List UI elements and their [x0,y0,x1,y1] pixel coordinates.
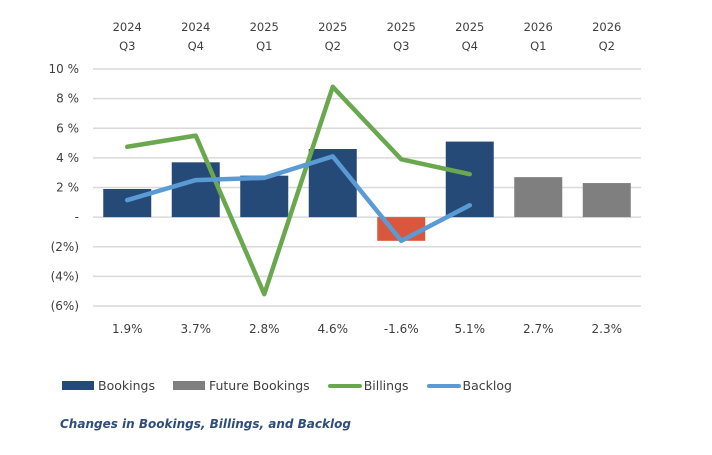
legend-label: Future Bookings [208,378,310,393]
y-tick-label: (6%) [51,299,79,313]
legend-swatch-bookings [62,381,94,390]
x-category-year: 2025 [387,20,416,34]
data-labels: 1.9% 3.7% 2.8% 4.6% -1.6% 5.1% 2.7% 2.3% [112,322,622,336]
x-category-year: 2026 [592,20,621,34]
series-lines [125,84,472,297]
x-category-quarter: Q1 [530,39,546,53]
x-category-year: 2024 [113,20,142,34]
legend-label: Backlog [462,378,512,393]
y-tick-label: 6 % [56,121,79,135]
bar-bookings [240,175,289,218]
y-tick-label: 8 % [56,92,79,106]
y-tick-label: (2%) [51,240,79,254]
legend-swatch-billings [327,383,362,388]
data-label: 2.7% [523,322,554,336]
line-backlog [125,154,472,244]
data-label: 2.8% [249,322,280,336]
y-tick-label: 2 % [56,181,79,195]
data-label: 5.1% [455,322,486,336]
x-axis-categories: 2024 Q3 2024 Q4 2025 Q1 2025 Q2 2025 Q3 2025 Q4 2026… [113,20,622,53]
x-category-year: 2025 [455,20,484,34]
bar-future-bookings [582,183,631,218]
x-category-quarter: Q3 [393,39,409,53]
data-label: -1.6% [384,322,419,336]
y-tick-label: (4%) [51,269,79,283]
legend-item-future-bookings: Future Bookings [172,378,310,393]
data-label: 3.7% [181,322,212,336]
legend-swatch-backlog [426,383,461,388]
x-category-quarter: Q1 [256,39,272,53]
x-category-quarter: Q4 [188,39,204,53]
line-billings [125,84,472,297]
legend-item-bookings: Bookings [62,378,155,393]
bar-future-bookings [514,177,563,218]
data-label: 4.6% [318,322,349,336]
data-label: 1.9% [112,322,143,336]
data-label: 2.3% [592,322,623,336]
legend-item-billings: Billings [327,378,409,393]
chart-caption: Changes in Bookings, Billings, and Backl… [60,417,351,431]
y-tick-label: 10 % [49,62,80,76]
legend-label: Billings [363,378,409,393]
y-axis-ticks: 10 % 8 % 6 % 4 % 2 % - (2%) (4%) (6%) [49,62,80,313]
x-category-year: 2024 [181,20,210,34]
x-category-quarter: Q4 [462,39,478,53]
x-category-quarter: Q2 [325,39,341,53]
y-tick-label: - [75,210,79,224]
x-category-quarter: Q2 [599,39,615,53]
x-category-year: 2025 [250,20,279,34]
legend-swatch-future-bookings [172,381,205,390]
legend: Bookings Future Bookings Billings Backlo… [62,378,530,393]
legend-label: Bookings [98,378,155,393]
y-tick-label: 4 % [56,151,79,165]
x-category-quarter: Q3 [119,39,135,53]
x-category-year: 2025 [318,20,347,34]
x-category-year: 2026 [524,20,553,34]
legend-item-backlog: Backlog [426,378,512,393]
bars [103,141,631,241]
